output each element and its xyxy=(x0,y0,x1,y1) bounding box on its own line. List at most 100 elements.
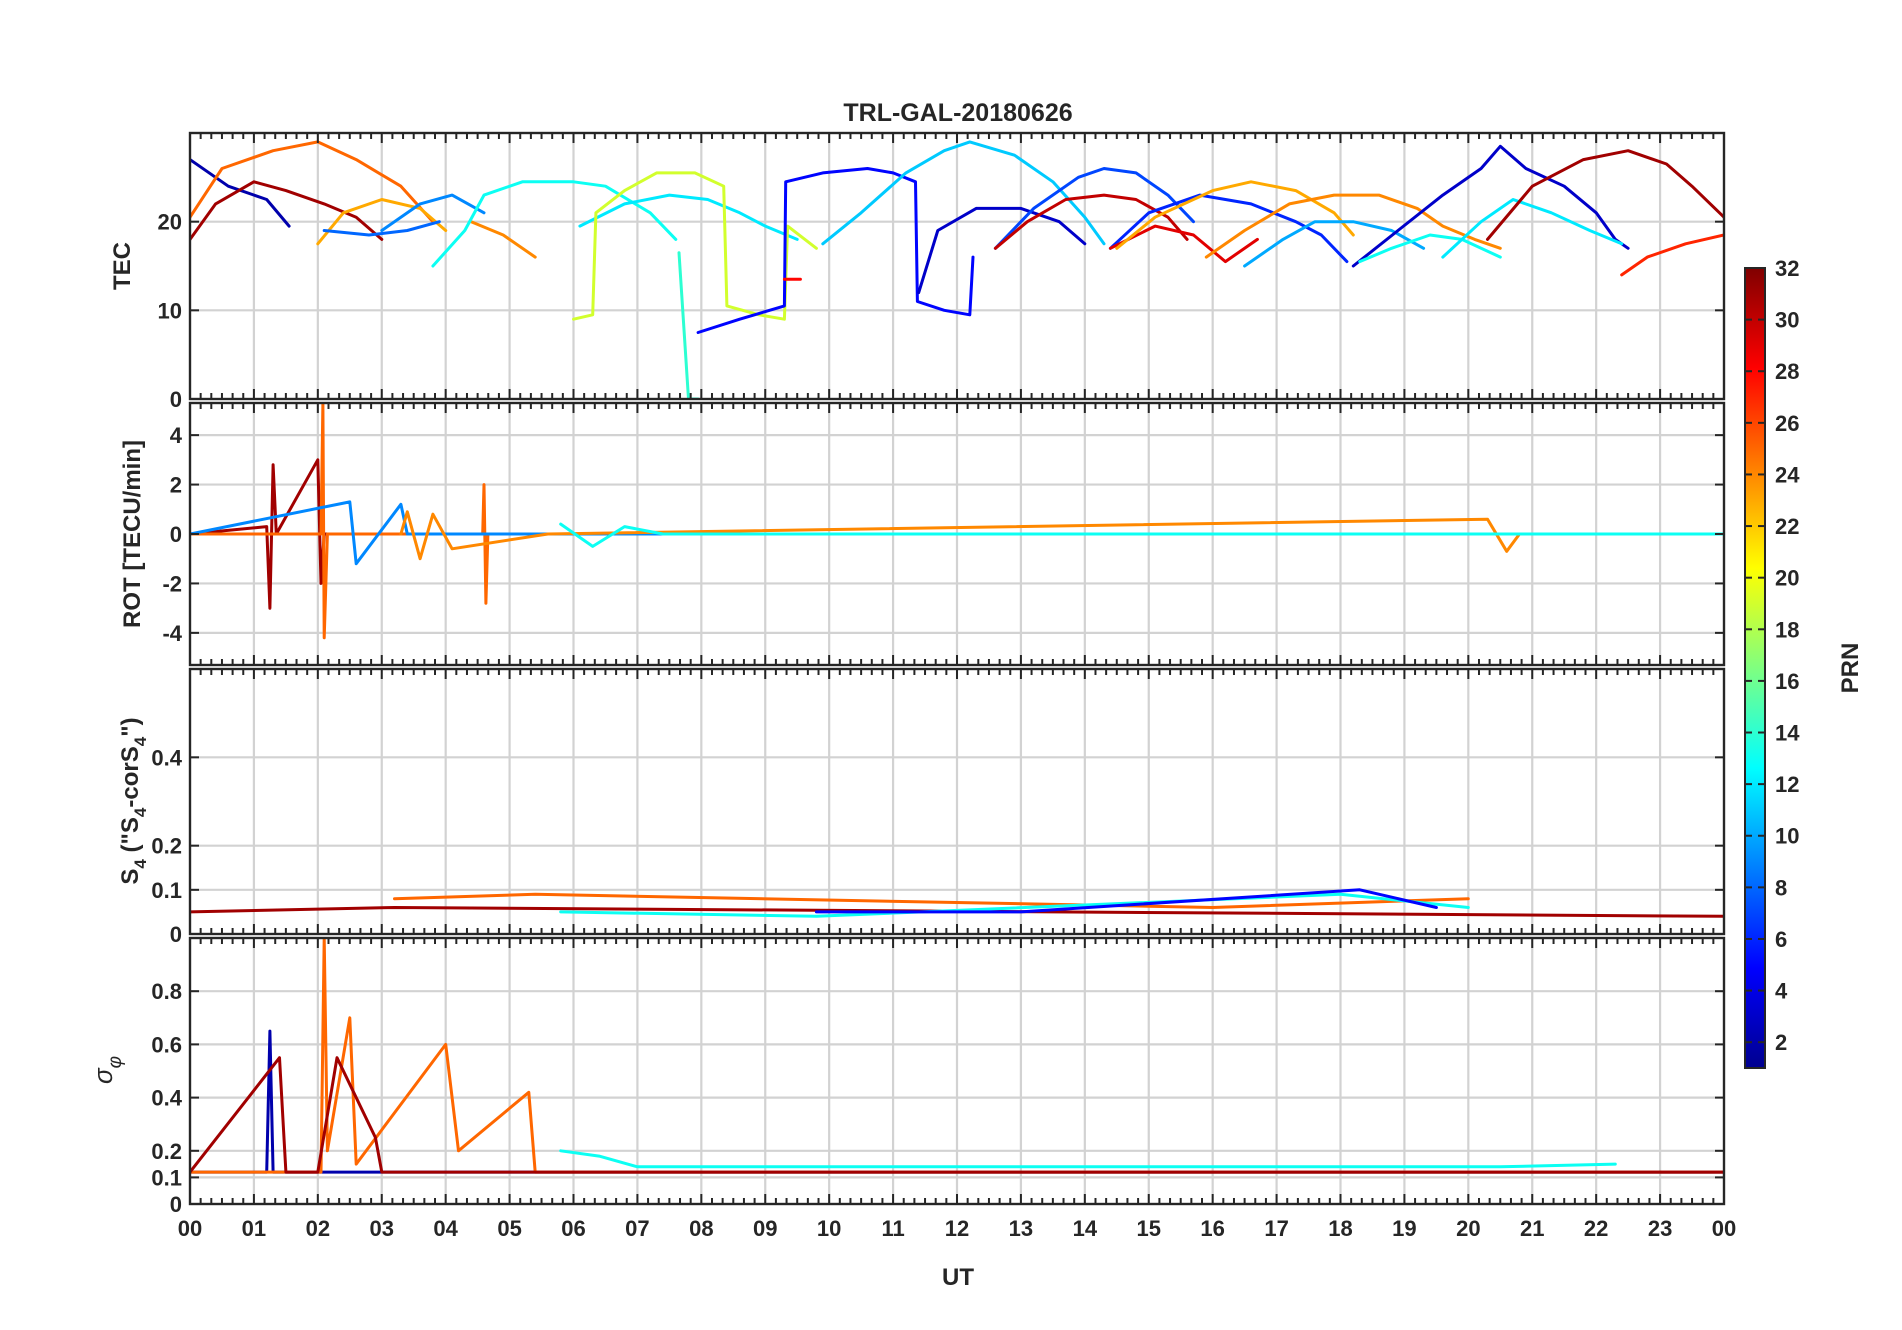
x-axis: 00 01 02 03 04 05 06 07 08 09 10 11 12 13 14 15 16 17 18 19… xyxy=(178,1216,1736,1241)
series-s4-prn-31 xyxy=(190,906,1724,918)
y-tick-label: 2 xyxy=(170,473,182,498)
series-tec-prn-10 xyxy=(1243,220,1426,268)
colorbar-gradient xyxy=(1744,267,1766,1069)
x-tick-label: 22 xyxy=(1584,1216,1608,1241)
x-tick-label: 21 xyxy=(1520,1216,1544,1241)
panel-tec: TEC 0 10 20 xyxy=(109,131,1726,412)
series-tec-prn-29 xyxy=(1108,224,1259,264)
colorbar-tick-label: 4 xyxy=(1775,979,1788,1004)
ylabel-tec: TEC xyxy=(109,242,136,290)
x-tick-label: 17 xyxy=(1264,1216,1288,1241)
series-tec-prn-23 xyxy=(1115,180,1355,250)
colorbar-tick-label: 10 xyxy=(1775,824,1799,849)
series-tec-prn-9 xyxy=(380,193,486,232)
series-tec-prn-2 xyxy=(190,158,291,228)
y-tick-label: 0 xyxy=(170,522,182,547)
colorbar-tick-label: 22 xyxy=(1775,514,1799,539)
y-tick-label: -4 xyxy=(162,621,182,646)
x-tick-label: 19 xyxy=(1392,1216,1416,1241)
series-tec-prn-6 xyxy=(1108,193,1349,264)
series-tec-prn-7 xyxy=(993,167,1195,250)
series-tec-prn-27 xyxy=(1620,233,1724,277)
y-tick-label: 0 xyxy=(170,922,182,947)
x-tick-label: 01 xyxy=(242,1216,266,1241)
y-tick-label: 0.2 xyxy=(151,1139,182,1164)
series-sigma_phi-prn-25 xyxy=(190,938,1724,1174)
x-tick-label: 15 xyxy=(1137,1216,1161,1241)
x-tick-label: 08 xyxy=(689,1216,713,1241)
series-s4-prn-25 xyxy=(393,892,1470,909)
x-tick-label: 07 xyxy=(625,1216,649,1241)
ylabel-sigma-main: σ xyxy=(88,1067,118,1084)
y-tick-label: 0.1 xyxy=(151,1165,182,1190)
series-tec-prn-25 xyxy=(190,140,435,224)
series-s4-prn-5 xyxy=(814,888,1438,914)
series-tec-prn-11 xyxy=(821,140,1106,246)
colorbar-tick-label: 14 xyxy=(1775,721,1800,746)
y-tick-label: 0 xyxy=(170,387,182,412)
colorbar-tick-label: 8 xyxy=(1775,875,1787,900)
y-tick-label: 20 xyxy=(158,210,182,235)
series-tec-prn-12 xyxy=(578,193,799,241)
colorbar-tick-label: 24 xyxy=(1775,462,1800,487)
x-tick-label: 12 xyxy=(945,1216,969,1241)
x-tick-label: 14 xyxy=(1073,1216,1098,1241)
ylabel-rot: ROT [TECU/min] xyxy=(119,440,146,628)
panel-rot: ROT [TECU/min] -4 -2 0 2 4 xyxy=(119,401,1726,667)
series-tec-prn-12 xyxy=(1441,198,1624,259)
colorbar-tick-label: 32 xyxy=(1775,256,1799,281)
series-tec-prn-8 xyxy=(322,220,441,237)
series-rot-prn-13 xyxy=(559,522,1724,548)
y-tick-label: 0.4 xyxy=(151,745,182,770)
series-tec-prn-3 xyxy=(917,206,1087,295)
colorbar-tick-label: 28 xyxy=(1775,359,1799,384)
chart-title: TRL-GAL-20180626 xyxy=(843,99,1072,127)
colorbar-tick-label: 2 xyxy=(1775,1030,1787,1055)
ylabel-s4-paren-mid: -corS xyxy=(117,746,144,807)
series-rot-prn-25 xyxy=(190,403,1724,640)
ylabel-s4-sub: 4 xyxy=(131,859,150,869)
ylabel-s4-paren-sub2: 4 xyxy=(131,736,150,746)
x-tick-label: 02 xyxy=(306,1216,330,1241)
ylabel-sigma-sub: φ xyxy=(105,1056,126,1068)
y-tick-label: 0.2 xyxy=(151,834,182,859)
colorbar-label: PRN xyxy=(1837,643,1864,694)
x-tick-label: 04 xyxy=(433,1216,458,1241)
y-tick-label: 0.4 xyxy=(151,1086,182,1111)
grid-tec xyxy=(190,133,1724,399)
series-tec-prn-5 xyxy=(696,167,975,334)
ylabel-s4-paren-open: ("S xyxy=(117,817,144,859)
series-sigma_phi-prn-13 xyxy=(559,1149,1617,1169)
grid-sigma-phi xyxy=(190,938,1724,1204)
panel-s4: S4 ("S4-corS4") 00.10.20.4 xyxy=(117,667,1726,947)
series-rot-prn-24 xyxy=(399,510,1724,561)
x-tick-label: 13 xyxy=(1009,1216,1033,1241)
x-tick-label: 20 xyxy=(1456,1216,1480,1241)
ylabel-s4-main: S xyxy=(117,869,144,885)
x-tick-label: 18 xyxy=(1328,1216,1352,1241)
x-tick-label: 23 xyxy=(1648,1216,1672,1241)
x-tick-label: 00 xyxy=(1712,1216,1736,1241)
ylabel-s4-paren-close: ") xyxy=(117,717,144,736)
plot-tec xyxy=(190,140,1724,399)
series-tec-prn-24 xyxy=(1204,193,1502,259)
plot-sigma-phi xyxy=(190,938,1724,1174)
plot-s4 xyxy=(190,888,1724,918)
x-tick-label: 03 xyxy=(370,1216,394,1241)
x-tick-label: 11 xyxy=(881,1216,904,1241)
x-tick-label: 09 xyxy=(753,1216,777,1241)
series-tec-prn-14 xyxy=(677,251,700,399)
y-tick-label: 4 xyxy=(170,423,183,448)
panel-sigma-phi: σφ 00.10.2 0.4 0.6 0.8 xyxy=(88,936,1726,1217)
x-tick-label: 10 xyxy=(817,1216,841,1241)
ylabel-sigma-phi: σφ xyxy=(88,1056,126,1084)
series-tec-prn-24 xyxy=(469,220,537,259)
grid-s4 xyxy=(190,669,1724,934)
colorbar-tick-label: 30 xyxy=(1775,308,1799,333)
series-tec-prn-19 xyxy=(572,171,818,321)
ylabel-s4: S4 ("S4-corS4") xyxy=(117,717,150,884)
series-sigma_phi-prn-31 xyxy=(190,1056,1724,1174)
plot-rot xyxy=(190,403,1724,640)
